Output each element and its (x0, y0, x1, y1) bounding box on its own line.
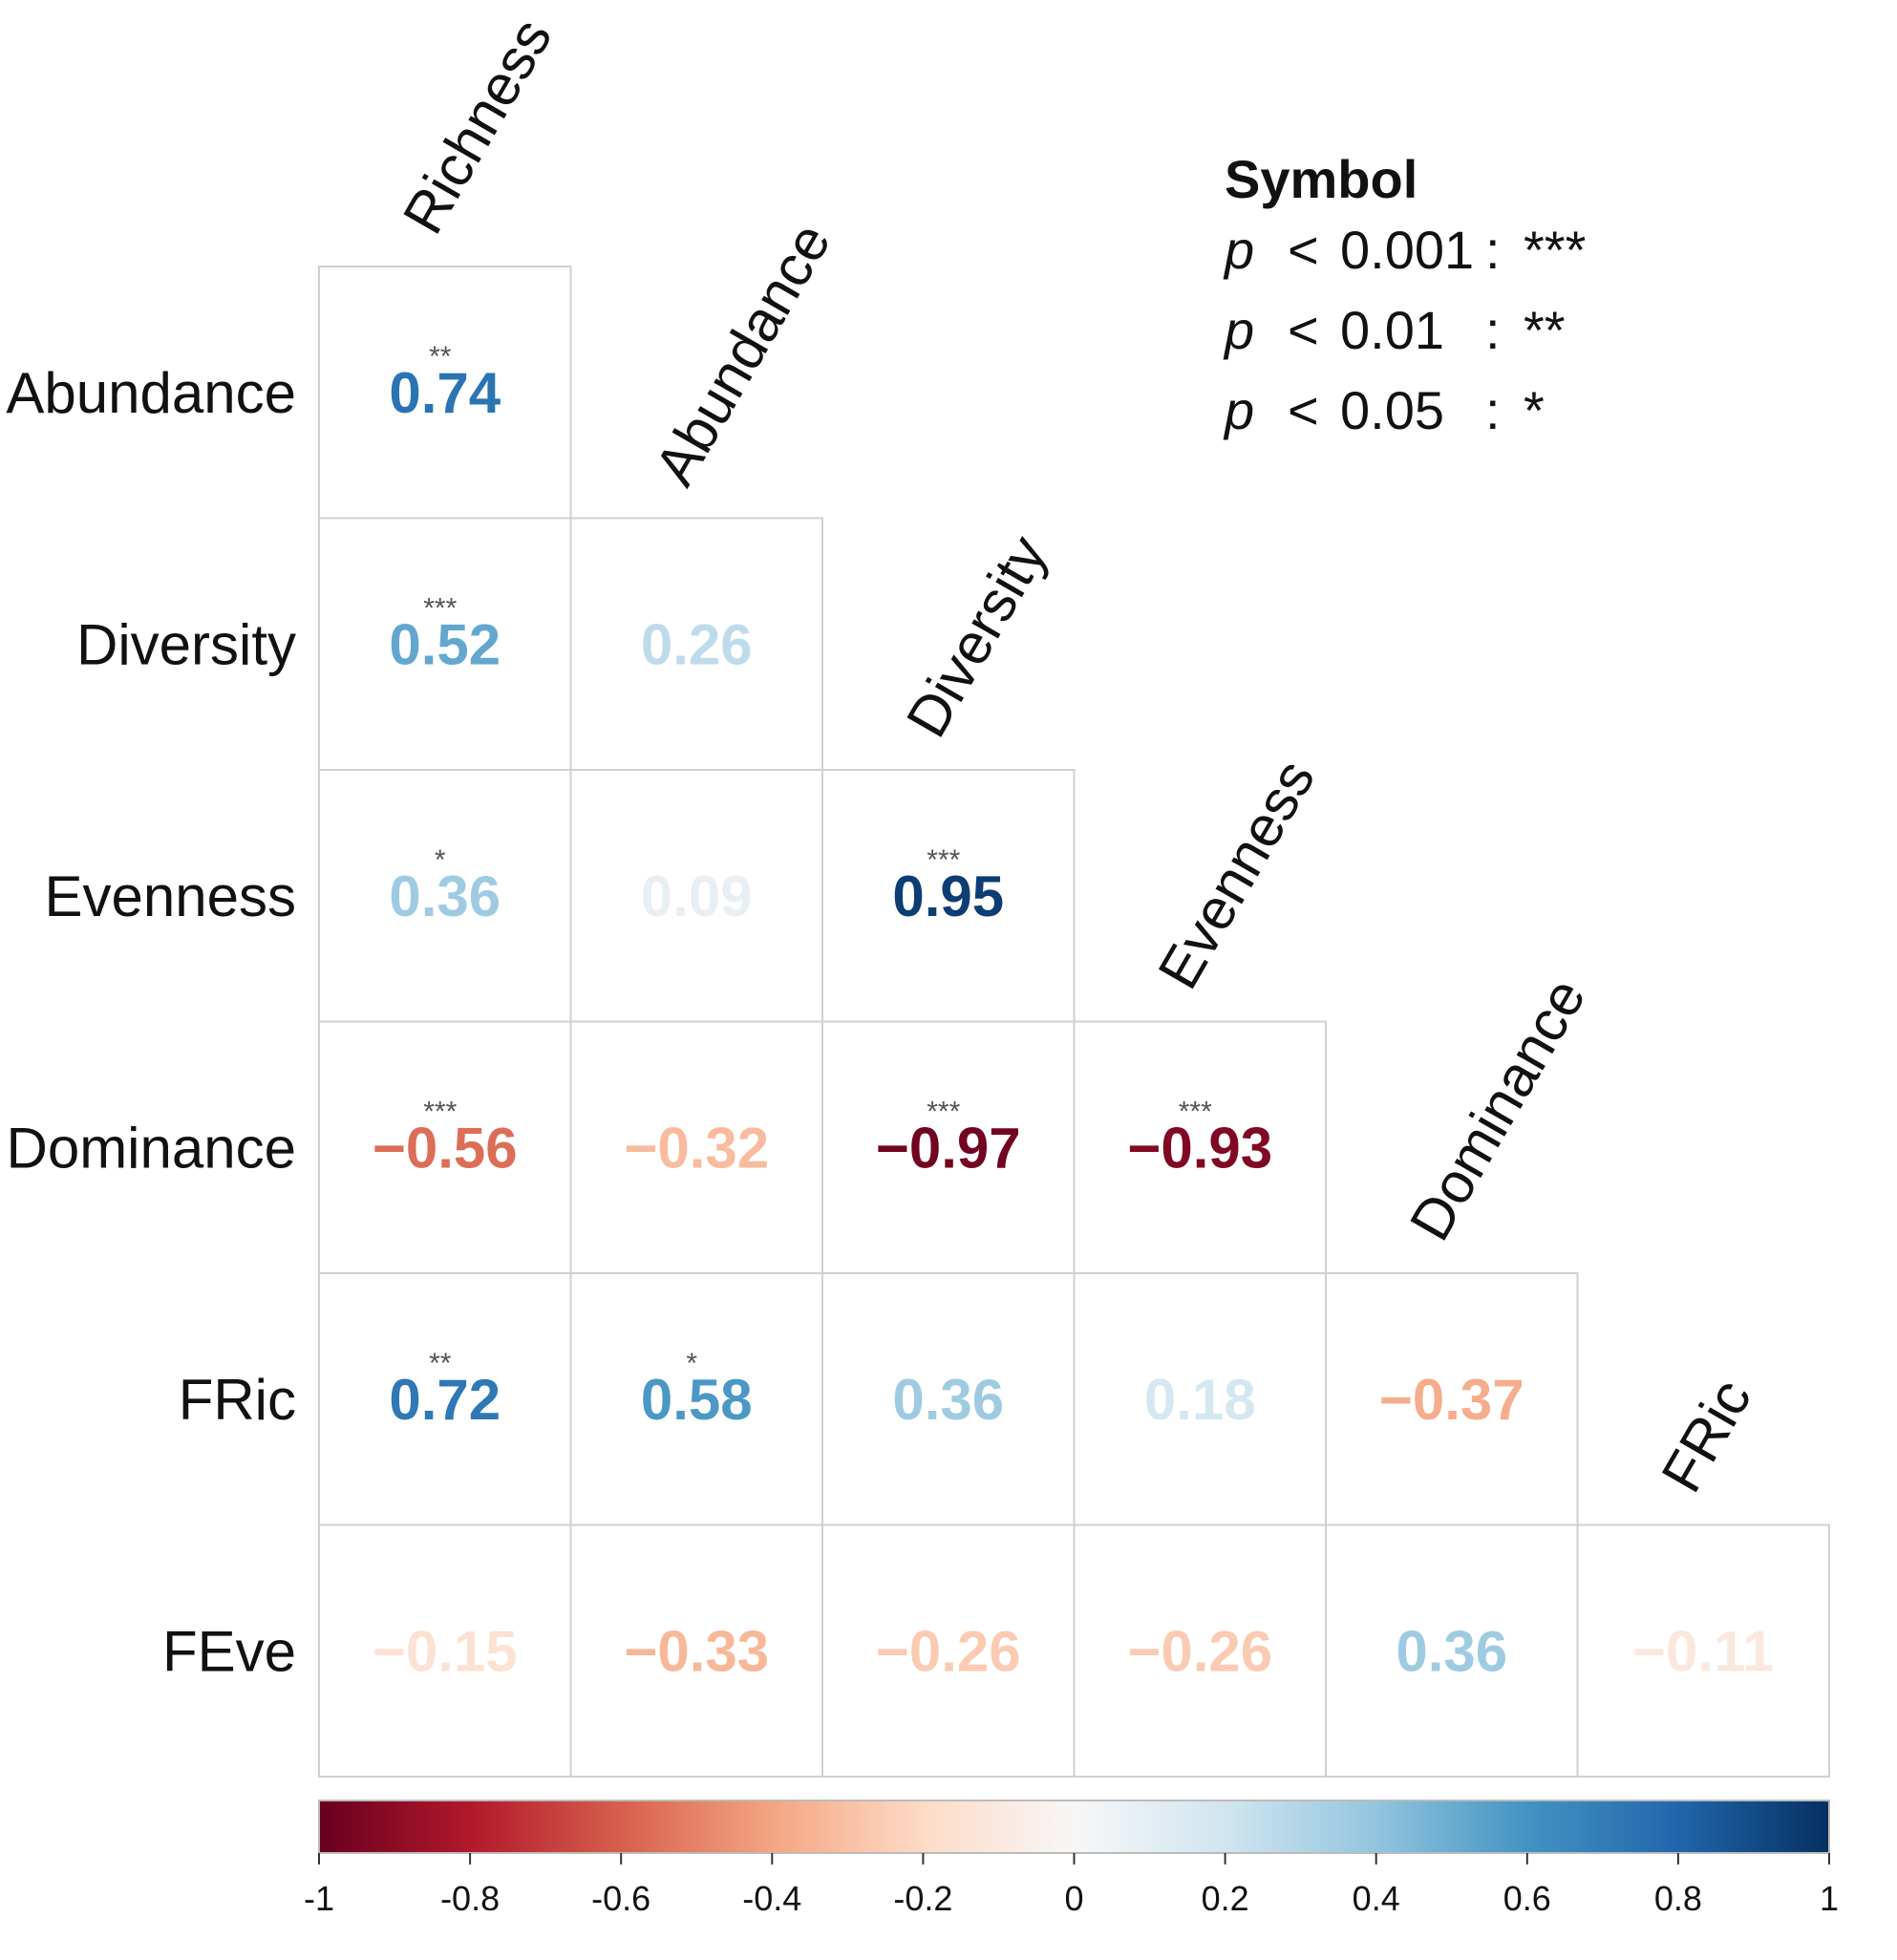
colorbar-tick-label: -0.8 (440, 1879, 500, 1918)
colorbar-tick-label: 0.8 (1654, 1879, 1702, 1918)
matrix-cell (569, 517, 823, 771)
row-label: FRic (179, 1368, 296, 1432)
legend-p: p (1223, 220, 1254, 280)
row-label: FEve (162, 1619, 296, 1683)
colorbar-tick-label: -0.2 (893, 1879, 952, 1918)
colorbar: -1 -0.8 -0.6 -0.4 -0.2 0 0.2 0.4 0.6 0.8 1 (304, 1800, 1839, 1918)
matrix-cell (318, 517, 572, 771)
correlation-value: 0.72 (389, 1368, 501, 1432)
matrix-cell (1073, 1523, 1327, 1778)
legend-symbol: *** (1524, 220, 1586, 280)
colorbar-tick-label: -1 (304, 1879, 334, 1918)
row-label: Dominance (7, 1116, 297, 1180)
correlation-value: −0.97 (876, 1116, 1021, 1180)
significance-marker: *** (927, 1096, 960, 1127)
significance-marker: ** (429, 341, 452, 373)
correlation-value: −0.26 (1127, 1619, 1272, 1683)
legend-separator: : (1485, 300, 1501, 360)
matrix-cell (821, 1020, 1076, 1274)
legend-symbol: * (1524, 380, 1545, 440)
column-label: Dominance (1397, 968, 1598, 1250)
column-label: Abundance (642, 213, 842, 496)
matrix-cell (318, 1523, 572, 1778)
correlation-value: 0.36 (1396, 1619, 1507, 1683)
colorbar-tick-label: 0 (1064, 1879, 1083, 1918)
colorbar-tick-label: 0.4 (1353, 1879, 1400, 1918)
matrix-cell (318, 1020, 572, 1274)
significance-marker: *** (1179, 1096, 1212, 1127)
legend-p: p (1223, 380, 1254, 440)
correlation-value: 0.18 (1144, 1368, 1256, 1432)
column-label: Diversity (894, 525, 1059, 748)
matrix-cell (318, 1272, 572, 1526)
colorbar-gradient (318, 1800, 1830, 1854)
correlation-value: −0.37 (1379, 1368, 1524, 1432)
correlation-value: −0.11 (1632, 1619, 1775, 1683)
legend-symbol: ** (1524, 300, 1566, 360)
significance-legend: Symbol p <0.001: *** p <0.01: ** p <0.05: * (1223, 149, 1586, 440)
matrix-cell (318, 769, 572, 1023)
matrix-grid: 0.74**0.52***0.260.36*0.09 0.95***−0.56**… (318, 266, 1830, 1778)
column-label: Evenness (1145, 749, 1327, 999)
colorbar-tick-label: -0.6 (591, 1879, 650, 1918)
matrix-cell (1576, 1523, 1830, 1778)
column-label: FRic (1649, 1369, 1763, 1502)
legend-threshold: 0.05 (1340, 380, 1444, 440)
legend-title: Symbol (1225, 149, 1417, 209)
correlation-value: −0.26 (876, 1619, 1021, 1683)
legend-threshold: 0.001 (1340, 220, 1474, 280)
legend-separator: : (1485, 220, 1501, 280)
column-label: Richness (391, 8, 564, 244)
significance-marker: * (686, 1348, 697, 1379)
row-label: Abundance (6, 361, 296, 425)
legend-less-than: < (1288, 380, 1319, 440)
matrix-cell (1325, 1523, 1579, 1778)
significance-marker: *** (927, 844, 960, 876)
row-label: Evenness (45, 864, 297, 928)
correlation-value: 0.95 (892, 864, 1004, 928)
matrix-cell (569, 1020, 823, 1274)
significance-marker: * (435, 844, 446, 876)
row-label: Diversity (76, 612, 296, 676)
legend-less-than: < (1288, 300, 1319, 360)
significance-marker: *** (423, 1096, 457, 1127)
colorbar-tick-label: -0.4 (742, 1879, 801, 1918)
correlation-value: −0.32 (624, 1116, 769, 1180)
correlation-value: 0.74 (389, 361, 501, 425)
correlation-value: 0.36 (389, 864, 501, 928)
correlation-value: 0.36 (892, 1368, 1004, 1432)
correlation-value: 0.09 (641, 864, 753, 928)
correlation-value: −0.33 (624, 1619, 769, 1683)
matrix-cell (821, 1272, 1076, 1526)
matrix-cell (821, 1523, 1076, 1778)
legend-threshold: 0.01 (1340, 300, 1444, 360)
matrix-cell (1073, 1020, 1327, 1274)
significance-marker: *** (423, 592, 457, 624)
legend-separator: : (1485, 380, 1501, 440)
colorbar-tick-label: 0.6 (1503, 1879, 1551, 1918)
matrix-cell (569, 1272, 823, 1526)
correlation-value: −0.93 (1127, 1116, 1272, 1180)
legend-p: p (1223, 300, 1254, 360)
significance-marker: ** (429, 1348, 452, 1379)
colorbar-tick-label: 1 (1820, 1879, 1839, 1918)
colorbar-tick-label: 0.2 (1202, 1879, 1249, 1918)
matrix-cell (1325, 1272, 1579, 1526)
row-labels: Abundance Diversity Evenness Dominance FRic F… (6, 361, 296, 1684)
matrix-cell (821, 769, 1076, 1023)
correlation-value: −0.15 (373, 1619, 518, 1683)
correlation-value: 0.26 (641, 612, 753, 676)
legend-less-than: < (1288, 220, 1319, 280)
correlation-value: 0.52 (389, 612, 501, 676)
matrix-cell (569, 1523, 823, 1778)
correlation-value: −0.56 (373, 1116, 518, 1180)
matrix-cell (318, 266, 572, 520)
correlation-value: 0.58 (641, 1368, 753, 1432)
